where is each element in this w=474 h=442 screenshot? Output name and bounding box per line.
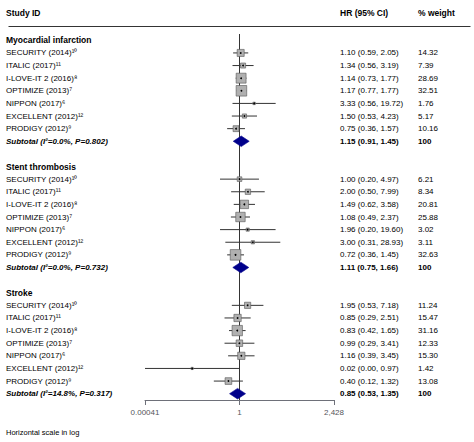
- svg-text:Study ID: Study ID: [6, 8, 40, 18]
- svg-text:25.88: 25.88: [418, 213, 439, 222]
- svg-text:0.72 (0.36, 1.45): 0.72 (0.36, 1.45): [340, 250, 399, 259]
- svg-text:100: 100: [418, 389, 432, 398]
- svg-text:0.85 (0.53, 1.35): 0.85 (0.53, 1.35): [340, 389, 399, 398]
- svg-text:1.14 (0.73, 1.77): 1.14 (0.73, 1.77): [340, 74, 399, 83]
- svg-text:1.11 (0.75, 1.66): 1.11 (0.75, 1.66): [340, 263, 399, 272]
- svg-text:3.02: 3.02: [418, 225, 434, 234]
- svg-text:EXCELLENT (2012)¹²: EXCELLENT (2012)¹²: [6, 238, 84, 247]
- svg-text:ITALIC (2017)¹¹: ITALIC (2017)¹¹: [6, 187, 61, 196]
- svg-text:31.16: 31.16: [418, 326, 439, 335]
- svg-text:7.39: 7.39: [418, 61, 434, 70]
- svg-text:Stroke: Stroke: [6, 288, 33, 298]
- svg-text:1.95 (0.53, 7.18): 1.95 (0.53, 7.18): [340, 301, 399, 310]
- svg-text:OPTIMIZE (2013)⁷: OPTIMIZE (2013)⁷: [6, 86, 72, 95]
- svg-text:1.17 (0.77, 1.77): 1.17 (0.77, 1.77): [340, 86, 399, 95]
- svg-text:15.30: 15.30: [418, 351, 439, 360]
- svg-text:11.24: 11.24: [418, 301, 438, 310]
- svg-text:15.47: 15.47: [418, 313, 439, 322]
- svg-text:3.00 (0.31, 28.93): 3.00 (0.31, 28.93): [340, 238, 403, 247]
- svg-text:SECURITY (2014)¹⁰: SECURITY (2014)¹⁰: [6, 175, 77, 184]
- svg-text:0.75 (0.36, 1.57): 0.75 (0.36, 1.57): [340, 124, 399, 133]
- svg-text:OPTIMIZE (2013)⁷: OPTIMIZE (2013)⁷: [6, 339, 72, 348]
- svg-text:SECURITY (2014)¹⁰: SECURITY (2014)¹⁰: [6, 48, 77, 57]
- svg-text:2.00 (0.50, 7.99): 2.00 (0.50, 7.99): [340, 187, 399, 196]
- svg-text:8.34: 8.34: [418, 187, 434, 196]
- svg-text:1.08 (0.49, 2.37): 1.08 (0.49, 2.37): [340, 213, 399, 222]
- svg-text:ITALIC (2017)¹¹: ITALIC (2017)¹¹: [6, 313, 61, 322]
- svg-text:1.50 (0.53, 4.23): 1.50 (0.53, 4.23): [340, 112, 399, 121]
- svg-text:Horizontal scale in log: Horizontal scale in log: [6, 428, 79, 437]
- svg-text:EXCELLENT (2012)¹²: EXCELLENT (2012)¹²: [6, 364, 84, 373]
- svg-text:0.02 (0.00, 0.97): 0.02 (0.00, 0.97): [340, 364, 399, 373]
- svg-text:NIPPON (2017)⁶: NIPPON (2017)⁶: [6, 225, 65, 234]
- svg-text:I-LOVE-IT 2 (2016)⁸: I-LOVE-IT 2 (2016)⁸: [6, 326, 77, 335]
- svg-text:10.16: 10.16: [418, 124, 439, 133]
- svg-text:1.96 (0.20, 19.60): 1.96 (0.20, 19.60): [340, 225, 403, 234]
- svg-text:100: 100: [418, 137, 432, 146]
- svg-text:I-LOVE-IT 2 (2016)⁸: I-LOVE-IT 2 (2016)⁸: [6, 74, 77, 83]
- svg-text:1.49 (0.62, 3.58): 1.49 (0.62, 3.58): [340, 200, 399, 209]
- svg-text:6.21: 6.21: [418, 175, 434, 184]
- svg-text:0.85 (0.29, 2.51): 0.85 (0.29, 2.51): [340, 313, 399, 322]
- svg-text:SECURITY (2014)¹⁰: SECURITY (2014)¹⁰: [6, 301, 77, 310]
- svg-text:12.33: 12.33: [418, 339, 439, 348]
- svg-text:13.08: 13.08: [418, 377, 439, 386]
- svg-text:100: 100: [418, 263, 432, 272]
- svg-text:PRODIGY (2012)⁹: PRODIGY (2012)⁹: [6, 124, 72, 133]
- svg-text:Subtotal (I²=0.0%, P=0.732): Subtotal (I²=0.0%, P=0.732): [6, 263, 108, 272]
- svg-text:1.42: 1.42: [418, 364, 434, 373]
- svg-text:14.32: 14.32: [418, 48, 439, 57]
- svg-text:0.99 (0.29, 3.41): 0.99 (0.29, 3.41): [340, 339, 399, 348]
- svg-text:1.00 (0.20, 4.97): 1.00 (0.20, 4.97): [340, 175, 399, 184]
- svg-text:ITALIC (2017)¹¹: ITALIC (2017)¹¹: [6, 61, 61, 70]
- svg-text:Subtotal (I²=14.8%, P=0.317): Subtotal (I²=14.8%, P=0.317): [6, 389, 113, 398]
- svg-text:Stent thrombosis: Stent thrombosis: [6, 162, 76, 172]
- svg-text:32.63: 32.63: [418, 250, 439, 259]
- svg-text:I-LOVE-IT 2 (2016)⁸: I-LOVE-IT 2 (2016)⁸: [6, 200, 77, 209]
- svg-text:0.83 (0.42, 1.65): 0.83 (0.42, 1.65): [340, 326, 399, 335]
- svg-text:3.11: 3.11: [418, 238, 434, 247]
- svg-text:5.17: 5.17: [418, 112, 434, 121]
- svg-text:28.69: 28.69: [418, 74, 439, 83]
- svg-text:32.51: 32.51: [418, 86, 439, 95]
- svg-text:NIPPON (2017)⁶: NIPPON (2017)⁶: [6, 99, 65, 108]
- svg-text:0.00041: 0.00041: [131, 408, 160, 417]
- svg-text:1.10 (0.59, 2.05): 1.10 (0.59, 2.05): [340, 48, 399, 57]
- svg-text:OPTIMIZE (2013)⁷: OPTIMIZE (2013)⁷: [6, 213, 72, 222]
- svg-text:1.34 (0.56, 3.19): 1.34 (0.56, 3.19): [340, 61, 399, 70]
- svg-text:3.33 (0.56, 19.72): 3.33 (0.56, 19.72): [340, 99, 403, 108]
- svg-text:PRODIGY (2012)⁹: PRODIGY (2012)⁹: [6, 250, 72, 259]
- svg-text:HR (95% CI): HR (95% CI): [340, 8, 388, 18]
- svg-text:EXCELLENT (2012)¹²: EXCELLENT (2012)¹²: [6, 112, 84, 121]
- svg-text:1: 1: [237, 408, 242, 417]
- svg-text:PRODIGY (2012)⁹: PRODIGY (2012)⁹: [6, 377, 72, 386]
- svg-text:NIPPON (2017)⁶: NIPPON (2017)⁶: [6, 351, 65, 360]
- svg-text:2,428: 2,428: [324, 408, 345, 417]
- svg-text:Myocardial infarction: Myocardial infarction: [6, 35, 92, 45]
- svg-text:1.15 (0.91, 1.45): 1.15 (0.91, 1.45): [340, 137, 399, 146]
- svg-text:Subtotal (I²=0.0%, P=0.802): Subtotal (I²=0.0%, P=0.802): [6, 137, 108, 146]
- svg-text:20.81: 20.81: [418, 200, 439, 209]
- svg-text:% weight: % weight: [418, 8, 455, 18]
- svg-text:0.40 (0.12, 1.32): 0.40 (0.12, 1.32): [340, 377, 399, 386]
- svg-text:1.16 (0.39, 3.45): 1.16 (0.39, 3.45): [340, 351, 399, 360]
- svg-text:1.76: 1.76: [418, 99, 434, 108]
